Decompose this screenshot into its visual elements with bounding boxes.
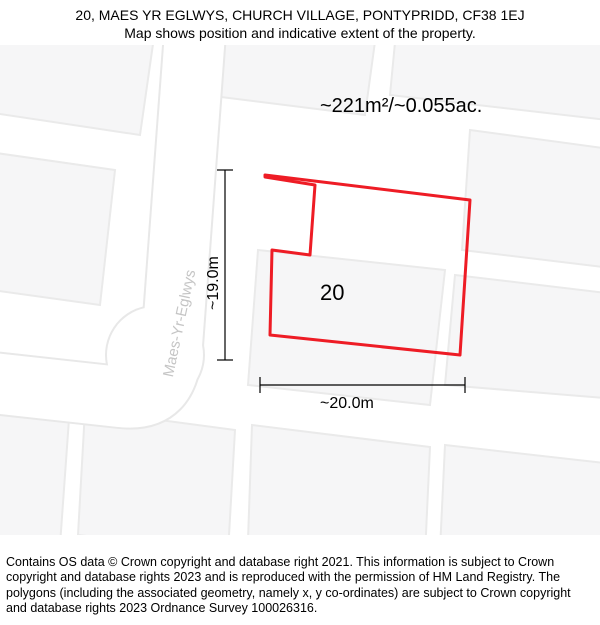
page-container: 20, MAES YR EGLWYS, CHURCH VILLAGE, PONT… [0,0,600,625]
height-dimension-label: ~19.0m [205,256,223,310]
map-subtitle: Map shows position and indicative extent… [0,24,600,42]
house-number-label: 20 [320,280,344,306]
map-svg [0,45,600,535]
area-label: ~221m²/~0.055ac. [320,95,482,118]
address-title: 20, MAES YR EGLWYS, CHURCH VILLAGE, PONT… [0,6,600,24]
map-area: ~221m²/~0.055ac. ~19.0m ~20.0m Maes-Yr-E… [0,45,600,535]
width-dimension-label: ~20.0m [320,395,374,413]
copyright-footer: Contains OS data © Crown copyright and d… [0,549,600,625]
header: 20, MAES YR EGLWYS, CHURCH VILLAGE, PONT… [0,0,600,42]
